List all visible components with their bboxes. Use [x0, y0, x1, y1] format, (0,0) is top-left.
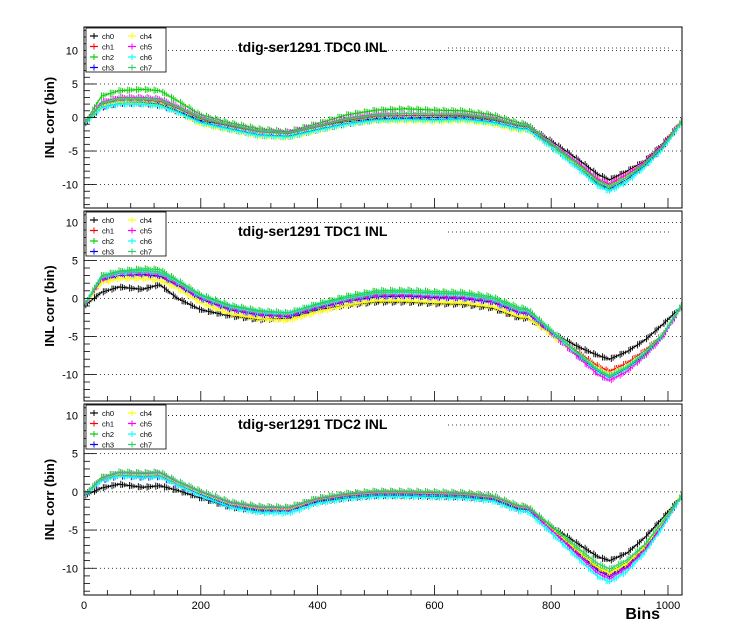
x-tick-label: 800 — [542, 600, 560, 612]
legend-label-ch3: ch3 — [102, 441, 114, 450]
legend-label-ch0: ch0 — [102, 32, 114, 41]
legend-label-ch2: ch2 — [102, 237, 114, 246]
x-tick-label: 0 — [81, 600, 87, 612]
series-group — [84, 265, 682, 384]
y-tick-label: 10 — [66, 410, 78, 422]
legend-label-ch1: ch1 — [102, 420, 114, 429]
legend-label-ch7: ch7 — [140, 248, 152, 257]
y-tick-label: 0 — [72, 487, 78, 499]
legend-box — [85, 404, 167, 450]
y-tick-label: -5 — [68, 525, 78, 537]
legend-label-ch3: ch3 — [102, 64, 114, 73]
series-ch7 — [84, 269, 682, 377]
panel-tdc1: -10 -5 0 5 10 INL corr (bin) tdig-ser1291 TDC1… — [42, 210, 683, 402]
series-ch0 — [84, 284, 682, 360]
y-axis-label: INL corr (bin) — [42, 77, 57, 158]
legend-label-ch6: ch6 — [140, 430, 152, 439]
legend-label-ch3: ch3 — [102, 248, 114, 257]
legend-label-ch6: ch6 — [140, 53, 152, 62]
series-ch6 — [84, 475, 682, 583]
series-ch0 — [84, 483, 682, 562]
legend-label-ch7: ch7 — [140, 64, 152, 73]
plot-area — [84, 211, 682, 401]
y-tick-label: -10 — [62, 563, 78, 575]
y-tick-label: 0 — [72, 113, 78, 125]
x-tick-label: 200 — [192, 600, 210, 612]
x-tick-label: 400 — [308, 600, 326, 612]
legend-label-ch1: ch1 — [102, 227, 114, 236]
y-tick-label: -10 — [62, 369, 78, 381]
plot-area — [84, 404, 682, 595]
panel-tdc0: -10 -5 0 5 10 INL corr (bin) tdig-ser1291 TDC0… — [42, 26, 683, 209]
y-tick-label: -5 — [68, 146, 78, 158]
x-tick-label: 600 — [425, 600, 443, 612]
y-tick-label: -5 — [68, 331, 78, 343]
legend-box — [85, 27, 167, 73]
x-tick-label: 1000 — [656, 600, 680, 612]
series-ch7 — [84, 471, 682, 570]
legend-label-ch4: ch4 — [140, 32, 152, 41]
legend-label-ch6: ch6 — [140, 237, 152, 246]
legend-label-ch5: ch5 — [140, 227, 152, 236]
y-tick-label: -10 — [62, 180, 78, 192]
y-tick-label: 5 — [72, 79, 78, 91]
chart-title: tdig-ser1291 TDC0 INL — [238, 39, 388, 55]
legend-label-ch5: ch5 — [140, 420, 152, 429]
y-axis-label: INL corr (bin) — [42, 459, 57, 540]
series-group — [84, 86, 682, 194]
series-group — [84, 468, 682, 585]
x-axis-label: Bins — [625, 606, 660, 622]
chart-title: tdig-ser1291 TDC1 INL — [238, 223, 388, 239]
y-tick-label: 10 — [66, 217, 78, 229]
y-axis-label: INL corr (bin) — [42, 265, 57, 346]
series-ch7 — [84, 98, 682, 188]
legend-label-ch1: ch1 — [102, 43, 114, 52]
legend-label-ch7: ch7 — [140, 441, 152, 450]
y-tick-label: 5 — [72, 255, 78, 267]
legend-label-ch0: ch0 — [102, 216, 114, 225]
legend-box — [85, 211, 167, 257]
panel-tdc2: -10 -5 0 5 10 INL corr (bin) tdig-ser1291 TDC2… — [42, 403, 683, 596]
legend-label-ch0: ch0 — [102, 409, 114, 418]
legend-label-ch5: ch5 — [140, 43, 152, 52]
legend-label-ch4: ch4 — [140, 409, 152, 418]
y-tick-label: 0 — [72, 293, 78, 305]
series-ch6 — [84, 103, 682, 192]
y-tick-label: 10 — [66, 45, 78, 57]
legend-label-ch2: ch2 — [102, 53, 114, 62]
y-tick-label: 5 — [72, 449, 78, 461]
chart-title: tdig-ser1291 TDC2 INL — [238, 416, 388, 432]
legend-label-ch2: ch2 — [102, 430, 114, 439]
legend-label-ch4: ch4 — [140, 216, 152, 225]
